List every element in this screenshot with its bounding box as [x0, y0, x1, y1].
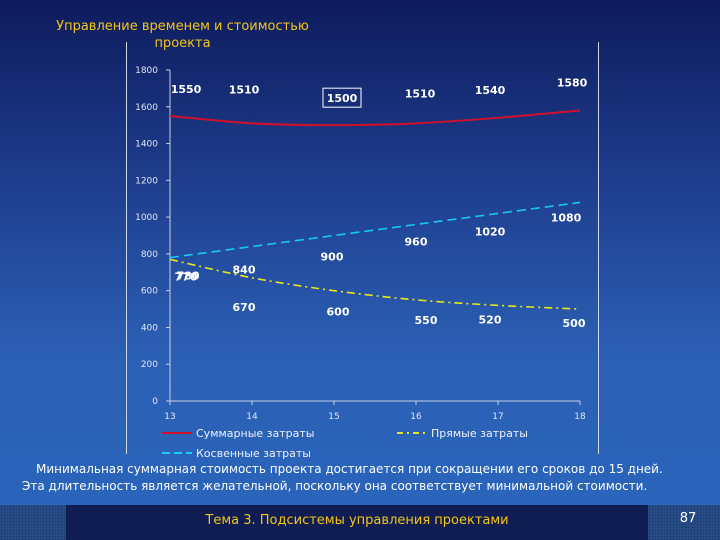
data-label: 1510 [229, 83, 260, 96]
data-label: 520 [479, 313, 502, 326]
y-tick-label: 1600 [135, 103, 158, 113]
footer-title: Тема 3. Подсистемы управления проектами [205, 513, 509, 528]
data-label: 840 [233, 264, 256, 277]
legend-label: Косвенные затраты [196, 447, 311, 460]
data-label: 500 [563, 317, 586, 330]
legend-label: Суммарные затраты [196, 427, 314, 440]
y-tick-label: 1400 [135, 140, 158, 150]
data-label: 1510 [405, 87, 436, 100]
page-number: 87 [679, 511, 697, 526]
left-divider-line [126, 42, 127, 454]
x-tick-label: 13 [164, 412, 175, 422]
y-tick-label: 1200 [135, 176, 158, 186]
data-label-highlight-box [322, 87, 362, 108]
data-label: 1500 [327, 92, 358, 105]
data-label: 550 [415, 314, 438, 327]
y-tick-label: 400 [141, 323, 158, 333]
series-line [169, 201, 581, 259]
x-tick-label: 17 [492, 412, 503, 422]
right-divider-line [598, 42, 599, 454]
data-label: 780 [177, 270, 200, 283]
data-label: 670 [233, 301, 256, 314]
x-tick-label: 16 [410, 412, 422, 422]
data-label: 960 [405, 235, 428, 248]
x-tick-label: 18 [574, 412, 586, 422]
data-label: 1580 [557, 76, 588, 89]
data-label: 1020 [475, 225, 506, 238]
data-label: 1550 [171, 83, 202, 96]
series-line [169, 109, 581, 127]
data-label: 900 [321, 251, 344, 264]
series-line [169, 258, 581, 310]
x-tick-label: 14 [246, 412, 258, 422]
x-tick-label: 15 [328, 412, 339, 422]
slide-title-line1: Управление временем и стоимостью [56, 19, 309, 34]
data-label: 770 [175, 270, 198, 283]
y-tick-label: 1000 [135, 213, 158, 223]
caption: Минимальная суммарная стоимость проекта … [22, 461, 702, 495]
y-tick-label: 0 [152, 397, 158, 407]
y-tick-label: 200 [141, 360, 158, 370]
data-label: 1540 [475, 84, 506, 97]
footer-panel: Тема 3. Подсистемы управления проектами [66, 505, 648, 540]
data-label: 1080 [551, 211, 582, 224]
y-tick-label: 600 [141, 287, 158, 297]
y-tick-label: 800 [141, 250, 158, 260]
slide-title-line2: проекта [154, 36, 211, 51]
caption-line1: Минимальная суммарная стоимость проекта … [36, 462, 663, 476]
caption-line2: Эта длительность является желательной, п… [22, 479, 648, 493]
legend-label: Прямые затраты [431, 427, 528, 440]
y-tick-label: 1800 [135, 66, 158, 76]
slide-title: Управление временем и стоимостью проекта [30, 18, 335, 52]
data-label: 600 [327, 306, 350, 319]
